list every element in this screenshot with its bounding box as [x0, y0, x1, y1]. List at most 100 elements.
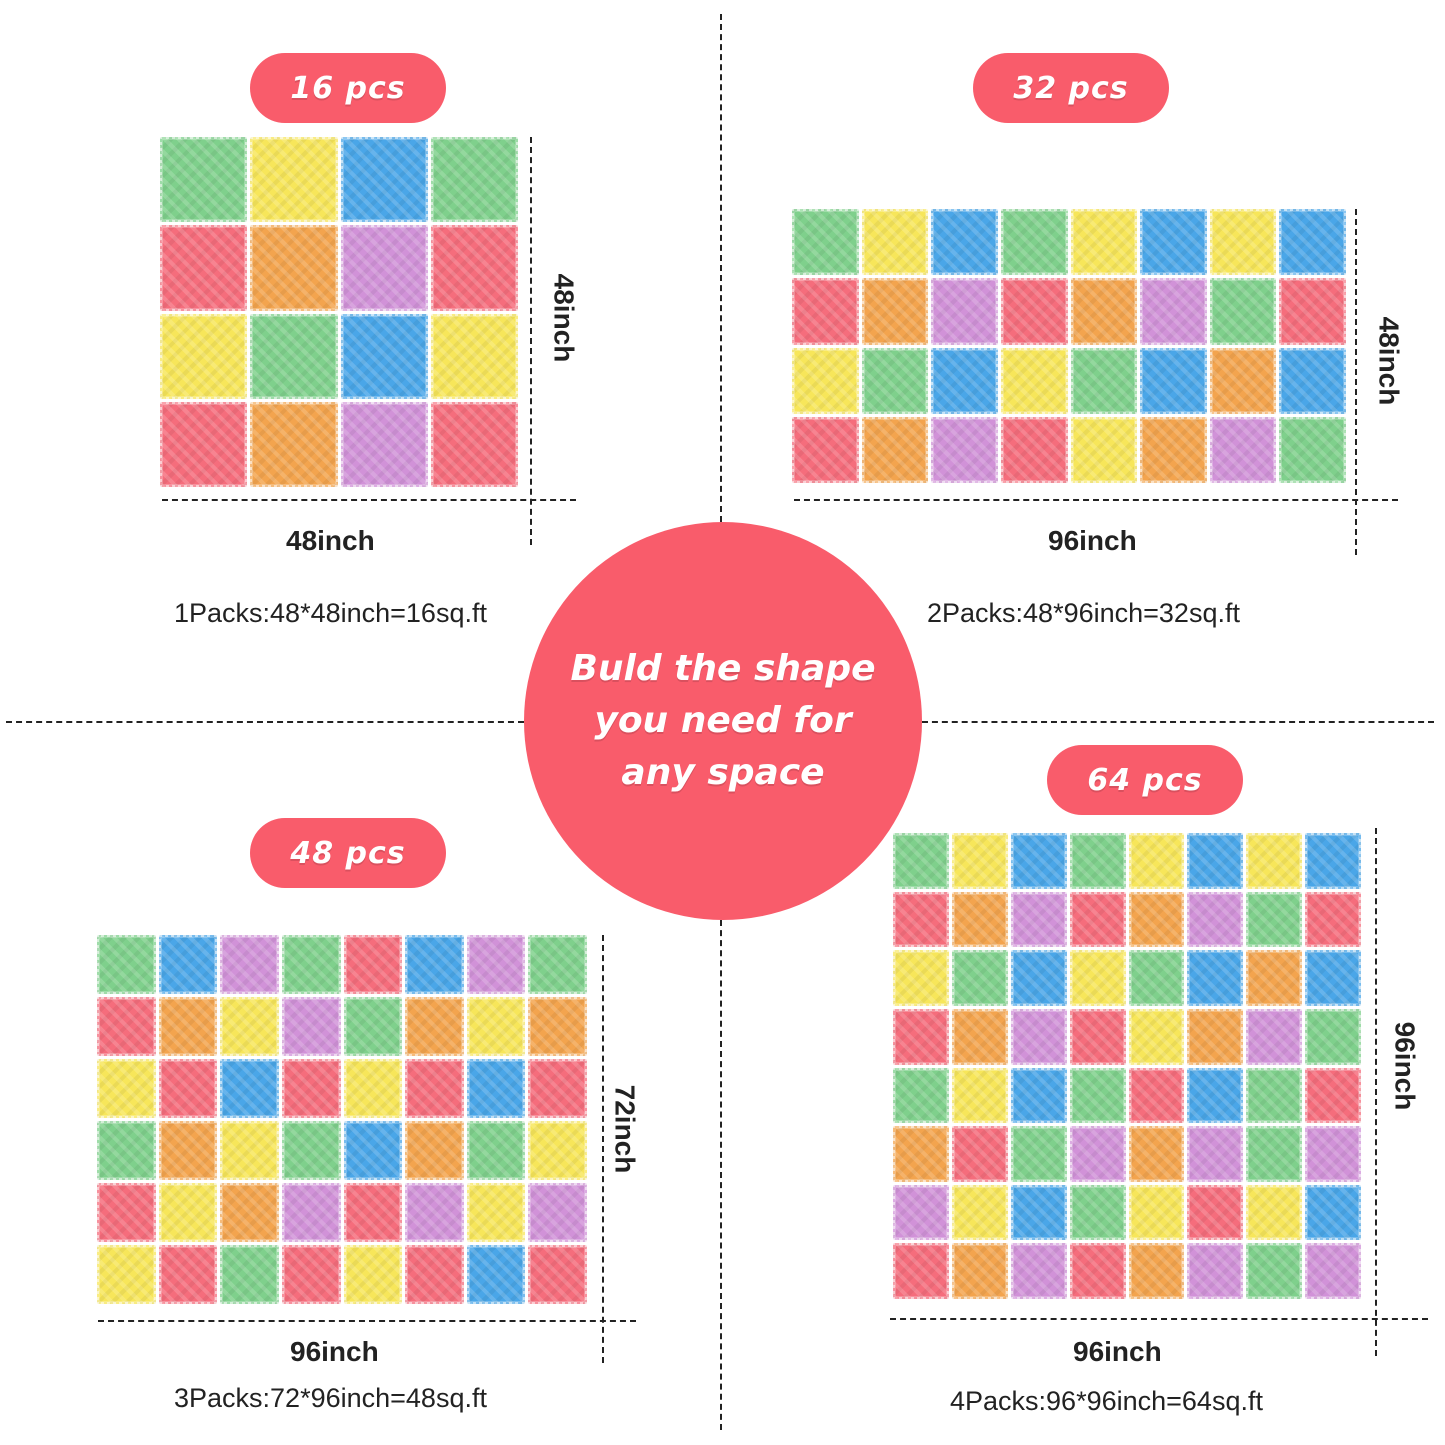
mat-tile-green: [249, 312, 339, 400]
mat-grid-32: [791, 207, 1347, 485]
mat-tile-orange: [157, 996, 219, 1057]
pack-caption: 4Packs:96*96inch=64sq.ft: [950, 1386, 1263, 1416]
mat-tile-blue: [930, 207, 999, 277]
divider-horizontal-left: [6, 721, 524, 723]
mat-tile-red: [96, 996, 157, 1057]
mat-tile-green: [1068, 1183, 1127, 1242]
mat-tile-yellow: [342, 1244, 404, 1305]
mat-grid-64: [892, 832, 1362, 1300]
mat-tile-red: [1304, 1066, 1362, 1125]
mat-tile-orange: [157, 1120, 219, 1181]
mat-tile-red: [158, 400, 249, 489]
mat-tile-yellow: [465, 1182, 527, 1243]
mat-tile-green: [1278, 415, 1347, 485]
mat-tile-green: [527, 934, 588, 995]
mat-tile-purple: [1245, 1007, 1304, 1066]
mat-tile-red: [280, 1244, 342, 1305]
mat-tile-blue: [1278, 207, 1347, 277]
mat-tile-yellow: [1068, 949, 1127, 1007]
mat-tile-red: [527, 1058, 588, 1119]
mat-tile-yellow: [1245, 832, 1304, 890]
mat-tile-yellow: [429, 312, 520, 400]
mat-tile-yellow: [96, 1244, 157, 1305]
mat-tile-purple: [1186, 890, 1245, 949]
mat-tile-blue: [930, 346, 999, 415]
divider-horizontal-right: [922, 721, 1434, 723]
mat-tile-red: [1068, 1242, 1127, 1300]
mat-tile-green: [1245, 890, 1304, 949]
mat-tile-green: [429, 135, 520, 224]
mat-tile-green: [1245, 1242, 1304, 1300]
divider-vertical-bottom: [720, 920, 722, 1430]
mat-tile-orange: [219, 1182, 280, 1243]
mat-tile-blue: [1186, 832, 1245, 890]
count-badge-48: 48 pcs: [250, 818, 446, 888]
mat-tile-orange: [860, 277, 930, 346]
mat-tile-green: [465, 1120, 527, 1181]
mat-tile-orange: [1127, 1125, 1186, 1183]
mat-tile-orange: [1069, 277, 1139, 346]
mat-tile-orange: [249, 224, 339, 312]
mat-tile-purple: [1009, 1242, 1068, 1300]
mat-tile-purple: [930, 277, 999, 346]
width-label: 96inch: [290, 1336, 379, 1367]
mat-tile-orange: [404, 1120, 465, 1181]
mat-tile-red: [527, 1244, 588, 1305]
mat-tile-purple: [1009, 1007, 1068, 1066]
mat-tile-yellow: [1069, 415, 1139, 485]
mat-tile-blue: [1009, 949, 1068, 1007]
mat-tile-yellow: [249, 135, 339, 224]
mat-tile-red: [1278, 277, 1347, 346]
mat-tile-green: [1068, 832, 1127, 890]
height-dimension-line: [1375, 828, 1377, 1356]
mat-tile-blue: [1278, 346, 1347, 415]
center-line-1: Buld the shape: [570, 648, 876, 689]
mat-tile-blue: [1304, 832, 1362, 890]
width-label: 96inch: [1073, 1336, 1162, 1367]
pack-caption: 3Packs:72*96inch=48sq.ft: [174, 1383, 487, 1413]
mat-tile-red: [158, 224, 249, 312]
mat-tile-green: [999, 207, 1069, 277]
mat-tile-red: [1127, 1066, 1186, 1125]
mat-tile-green: [950, 949, 1009, 1007]
mat-tile-yellow: [219, 1120, 280, 1181]
height-dimension-line: [530, 137, 532, 545]
mat-tile-blue: [1186, 949, 1245, 1007]
mat-tile-purple: [280, 996, 342, 1057]
mat-tile-orange: [860, 415, 930, 485]
mat-tile-blue: [157, 934, 219, 995]
mat-tile-orange: [950, 1242, 1009, 1300]
mat-grid-16: [158, 135, 520, 489]
mat-tile-red: [342, 1182, 404, 1243]
mat-tile-orange: [1139, 415, 1208, 485]
mat-grid-48: [96, 934, 588, 1305]
mat-tile-green: [892, 832, 950, 890]
width-dimension-line: [794, 499, 1398, 501]
mat-tile-orange: [1127, 1242, 1186, 1300]
center-badge: Buld the shape you need for any space: [524, 522, 922, 920]
count-badge-64: 64 pcs: [1047, 745, 1243, 815]
divider-vertical-top: [720, 14, 722, 522]
center-line-3: any space: [621, 752, 825, 793]
mat-tile-yellow: [157, 1182, 219, 1243]
mat-tile-red: [950, 1125, 1009, 1183]
mat-tile-blue: [342, 1120, 404, 1181]
mat-tile-purple: [280, 1182, 342, 1243]
mat-tile-green: [1009, 1125, 1068, 1183]
mat-tile-purple: [1139, 277, 1208, 346]
mat-tile-red: [791, 277, 860, 346]
mat-tile-green: [1208, 277, 1278, 346]
mat-tile-green: [96, 1120, 157, 1181]
mat-tile-orange: [950, 890, 1009, 949]
mat-tile-green: [280, 934, 342, 995]
width-label: 48inch: [286, 525, 375, 556]
mat-tile-green: [1068, 1066, 1127, 1125]
height-dimension-line: [602, 935, 604, 1363]
mat-tile-yellow: [892, 949, 950, 1007]
mat-tile-red: [342, 934, 404, 995]
mat-tile-orange: [1245, 949, 1304, 1007]
width-dimension-line: [890, 1318, 1428, 1320]
mat-tile-yellow: [860, 207, 930, 277]
mat-tile-red: [429, 400, 520, 489]
mat-tile-yellow: [1245, 1183, 1304, 1242]
